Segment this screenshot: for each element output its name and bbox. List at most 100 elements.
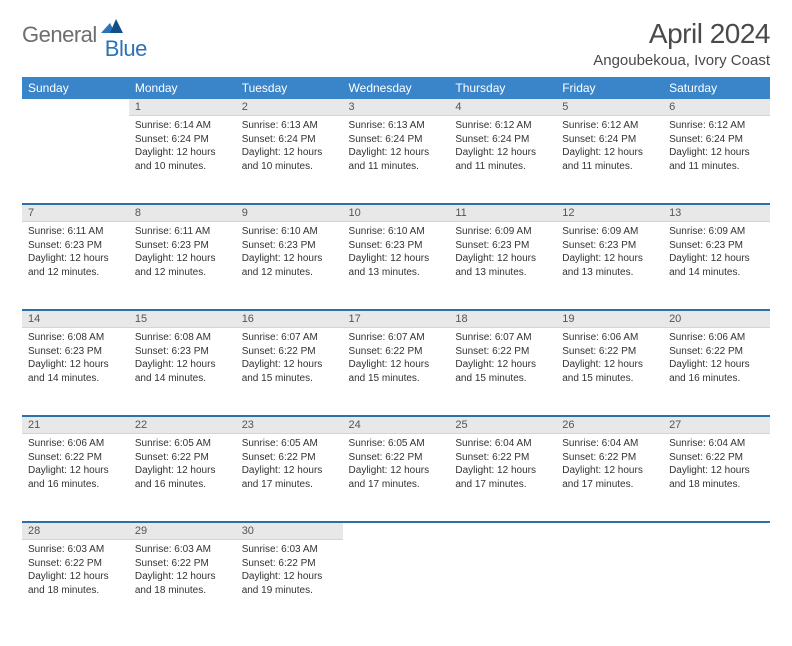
day-number: 8 — [129, 205, 236, 222]
day-details: Sunrise: 6:04 AMSunset: 6:22 PMDaylight:… — [556, 434, 663, 497]
week-content-row: Sunrise: 6:14 AMSunset: 6:24 PMDaylight:… — [22, 116, 770, 204]
weekday-header-cell: Wednesday — [343, 77, 450, 99]
day-details: Sunrise: 6:06 AMSunset: 6:22 PMDaylight:… — [556, 328, 663, 391]
day-number-cell: 11 — [449, 205, 556, 222]
day-number-cell: 8 — [129, 205, 236, 222]
day-cell: Sunrise: 6:13 AMSunset: 6:24 PMDaylight:… — [236, 116, 343, 204]
day-number: 16 — [236, 311, 343, 328]
day-details: Sunrise: 6:04 AMSunset: 6:22 PMDaylight:… — [449, 434, 556, 497]
day-number: 24 — [343, 417, 450, 434]
day-number-cell: 23 — [236, 417, 343, 434]
day-number: 25 — [449, 417, 556, 434]
day-cell — [343, 540, 450, 628]
weekday-header-cell: Friday — [556, 77, 663, 99]
day-number: 15 — [129, 311, 236, 328]
day-number-empty — [663, 523, 770, 539]
day-cell — [22, 116, 129, 204]
day-details: Sunrise: 6:07 AMSunset: 6:22 PMDaylight:… — [343, 328, 450, 391]
day-details: Sunrise: 6:05 AMSunset: 6:22 PMDaylight:… — [129, 434, 236, 497]
day-cell: Sunrise: 6:09 AMSunset: 6:23 PMDaylight:… — [663, 222, 770, 310]
day-number: 17 — [343, 311, 450, 328]
day-number-cell: 4 — [449, 99, 556, 116]
day-cell — [556, 540, 663, 628]
day-cell: Sunrise: 6:10 AMSunset: 6:23 PMDaylight:… — [343, 222, 450, 310]
day-number-cell: 3 — [343, 99, 450, 116]
day-cell: Sunrise: 6:03 AMSunset: 6:22 PMDaylight:… — [129, 540, 236, 628]
title-block: April 2024 Angoubekoua, Ivory Coast — [593, 18, 770, 69]
day-cell: Sunrise: 6:07 AMSunset: 6:22 PMDaylight:… — [449, 328, 556, 416]
day-details: Sunrise: 6:09 AMSunset: 6:23 PMDaylight:… — [449, 222, 556, 285]
day-cell: Sunrise: 6:14 AMSunset: 6:24 PMDaylight:… — [129, 116, 236, 204]
day-cell: Sunrise: 6:12 AMSunset: 6:24 PMDaylight:… — [663, 116, 770, 204]
day-number-cell — [556, 523, 663, 540]
day-cell: Sunrise: 6:08 AMSunset: 6:23 PMDaylight:… — [22, 328, 129, 416]
day-cell: Sunrise: 6:11 AMSunset: 6:23 PMDaylight:… — [129, 222, 236, 310]
calendar-table: SundayMondayTuesdayWednesdayThursdayFrid… — [22, 77, 770, 628]
day-number-empty — [22, 99, 129, 115]
day-number-cell: 13 — [663, 205, 770, 222]
calendar-body: 123456Sunrise: 6:14 AMSunset: 6:24 PMDay… — [22, 99, 770, 628]
day-details: Sunrise: 6:06 AMSunset: 6:22 PMDaylight:… — [22, 434, 129, 497]
day-number-cell: 17 — [343, 311, 450, 328]
day-number-cell: 18 — [449, 311, 556, 328]
location-subtitle: Angoubekoua, Ivory Coast — [593, 52, 770, 69]
day-number: 19 — [556, 311, 663, 328]
day-details: Sunrise: 6:05 AMSunset: 6:22 PMDaylight:… — [236, 434, 343, 497]
day-details: Sunrise: 6:10 AMSunset: 6:23 PMDaylight:… — [343, 222, 450, 285]
day-number: 10 — [343, 205, 450, 222]
day-details: Sunrise: 6:03 AMSunset: 6:22 PMDaylight:… — [236, 540, 343, 603]
week-content-row: Sunrise: 6:08 AMSunset: 6:23 PMDaylight:… — [22, 328, 770, 416]
day-details: Sunrise: 6:11 AMSunset: 6:23 PMDaylight:… — [129, 222, 236, 285]
day-number-cell: 15 — [129, 311, 236, 328]
day-details: Sunrise: 6:12 AMSunset: 6:24 PMDaylight:… — [449, 116, 556, 179]
day-number-cell: 27 — [663, 417, 770, 434]
day-number: 22 — [129, 417, 236, 434]
week-content-row: Sunrise: 6:06 AMSunset: 6:22 PMDaylight:… — [22, 434, 770, 522]
day-cell: Sunrise: 6:12 AMSunset: 6:24 PMDaylight:… — [449, 116, 556, 204]
day-cell: Sunrise: 6:03 AMSunset: 6:22 PMDaylight:… — [22, 540, 129, 628]
day-number: 14 — [22, 311, 129, 328]
day-number: 20 — [663, 311, 770, 328]
day-cell: Sunrise: 6:04 AMSunset: 6:22 PMDaylight:… — [663, 434, 770, 522]
day-cell — [663, 540, 770, 628]
day-cell: Sunrise: 6:07 AMSunset: 6:22 PMDaylight:… — [343, 328, 450, 416]
day-cell: Sunrise: 6:03 AMSunset: 6:22 PMDaylight:… — [236, 540, 343, 628]
day-details: Sunrise: 6:03 AMSunset: 6:22 PMDaylight:… — [129, 540, 236, 603]
day-number-empty — [449, 523, 556, 539]
day-cell: Sunrise: 6:12 AMSunset: 6:24 PMDaylight:… — [556, 116, 663, 204]
week-daynum-row: 14151617181920 — [22, 311, 770, 328]
day-number-cell: 5 — [556, 99, 663, 116]
day-details: Sunrise: 6:13 AMSunset: 6:24 PMDaylight:… — [343, 116, 450, 179]
day-details: Sunrise: 6:10 AMSunset: 6:23 PMDaylight:… — [236, 222, 343, 285]
week-content-row: Sunrise: 6:03 AMSunset: 6:22 PMDaylight:… — [22, 540, 770, 628]
day-number-cell: 9 — [236, 205, 343, 222]
day-cell: Sunrise: 6:11 AMSunset: 6:23 PMDaylight:… — [22, 222, 129, 310]
week-daynum-row: 78910111213 — [22, 205, 770, 222]
day-cell: Sunrise: 6:04 AMSunset: 6:22 PMDaylight:… — [449, 434, 556, 522]
day-number-cell: 24 — [343, 417, 450, 434]
day-details: Sunrise: 6:07 AMSunset: 6:22 PMDaylight:… — [236, 328, 343, 391]
day-number-cell: 21 — [22, 417, 129, 434]
day-number-cell: 1 — [129, 99, 236, 116]
brand-logo: General Blue — [22, 22, 167, 48]
week-daynum-row: 282930 — [22, 523, 770, 540]
day-number: 6 — [663, 99, 770, 116]
weekday-header-cell: Saturday — [663, 77, 770, 99]
day-number-cell: 19 — [556, 311, 663, 328]
day-details: Sunrise: 6:06 AMSunset: 6:22 PMDaylight:… — [663, 328, 770, 391]
week-daynum-row: 21222324252627 — [22, 417, 770, 434]
day-cell: Sunrise: 6:07 AMSunset: 6:22 PMDaylight:… — [236, 328, 343, 416]
day-cell: Sunrise: 6:10 AMSunset: 6:23 PMDaylight:… — [236, 222, 343, 310]
day-number: 21 — [22, 417, 129, 434]
day-details: Sunrise: 6:11 AMSunset: 6:23 PMDaylight:… — [22, 222, 129, 285]
day-number: 28 — [22, 523, 129, 540]
day-details: Sunrise: 6:09 AMSunset: 6:23 PMDaylight:… — [556, 222, 663, 285]
day-number-cell — [22, 99, 129, 116]
day-number-cell: 10 — [343, 205, 450, 222]
weekday-header-cell: Monday — [129, 77, 236, 99]
day-number: 1 — [129, 99, 236, 116]
day-number: 7 — [22, 205, 129, 222]
day-details: Sunrise: 6:13 AMSunset: 6:24 PMDaylight:… — [236, 116, 343, 179]
day-number-cell: 25 — [449, 417, 556, 434]
week-daynum-row: 123456 — [22, 99, 770, 116]
